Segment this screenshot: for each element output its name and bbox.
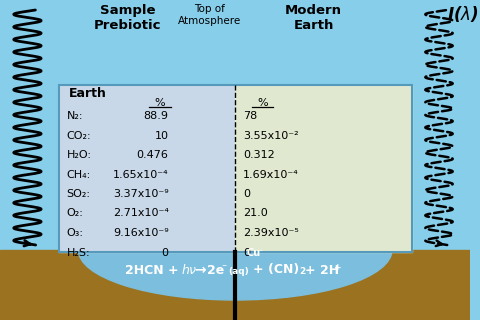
- Text: 2.71x10⁻⁴: 2.71x10⁻⁴: [113, 209, 168, 219]
- Text: H₂S:: H₂S:: [67, 247, 90, 258]
- Text: 3.37x10⁻⁹: 3.37x10⁻⁹: [113, 189, 168, 199]
- Bar: [59, 85, 235, 252]
- Text: 2: 2: [299, 268, 305, 276]
- Bar: [235, 85, 411, 252]
- Text: SO₂:: SO₂:: [67, 189, 91, 199]
- Text: Sample
Prebiotic: Sample Prebiotic: [94, 4, 161, 31]
- Text: CH₄:: CH₄:: [67, 170, 91, 180]
- Text: CO₂:: CO₂:: [67, 131, 91, 140]
- Text: 10: 10: [155, 131, 168, 140]
- Text: + 2H: + 2H: [305, 263, 339, 276]
- Bar: [59, 85, 411, 252]
- Text: Top of
Atmosphere: Top of Atmosphere: [178, 4, 241, 26]
- Text: O₃:: O₃:: [67, 228, 84, 238]
- Text: O₂:: O₂:: [67, 209, 84, 219]
- Text: + (CN): + (CN): [253, 263, 299, 276]
- Text: 2HCN +: 2HCN +: [125, 263, 183, 276]
- Text: +: +: [334, 263, 342, 273]
- Text: 9.16x10⁻⁹: 9.16x10⁻⁹: [113, 228, 168, 238]
- Text: ⁻: ⁻: [221, 263, 227, 273]
- Text: →: →: [194, 263, 205, 277]
- Text: 0.476: 0.476: [137, 150, 168, 160]
- Text: Modern
Earth: Modern Earth: [285, 4, 342, 31]
- Text: Earth: Earth: [69, 87, 107, 100]
- Text: $h\nu$: $h\nu$: [181, 263, 198, 277]
- Text: %: %: [257, 98, 268, 108]
- Text: I($\lambda$): I($\lambda$): [447, 4, 479, 24]
- Text: H₂O:: H₂O:: [67, 150, 92, 160]
- Text: ⁻: ⁻: [259, 247, 263, 256]
- Text: 2e: 2e: [207, 263, 224, 276]
- Text: 0.312: 0.312: [243, 150, 275, 160]
- Text: 0: 0: [243, 189, 250, 199]
- Text: 0: 0: [162, 247, 168, 258]
- Text: 1.65x10⁻⁴: 1.65x10⁻⁴: [113, 170, 168, 180]
- Text: 78: 78: [243, 111, 257, 121]
- Text: Cu: Cu: [247, 248, 261, 258]
- Ellipse shape: [78, 200, 392, 300]
- Text: 88.9: 88.9: [144, 111, 168, 121]
- Text: %: %: [155, 98, 165, 108]
- Text: 21.0: 21.0: [243, 209, 268, 219]
- Text: 1.69x10⁻⁴: 1.69x10⁻⁴: [243, 170, 299, 180]
- Text: (aq): (aq): [228, 268, 249, 276]
- Text: 2.39x10⁻⁵: 2.39x10⁻⁵: [243, 228, 299, 238]
- Text: 3.55x10⁻²: 3.55x10⁻²: [243, 131, 299, 140]
- Text: 0: 0: [243, 247, 250, 258]
- Text: N₂:: N₂:: [67, 111, 83, 121]
- Bar: [0, 250, 470, 320]
